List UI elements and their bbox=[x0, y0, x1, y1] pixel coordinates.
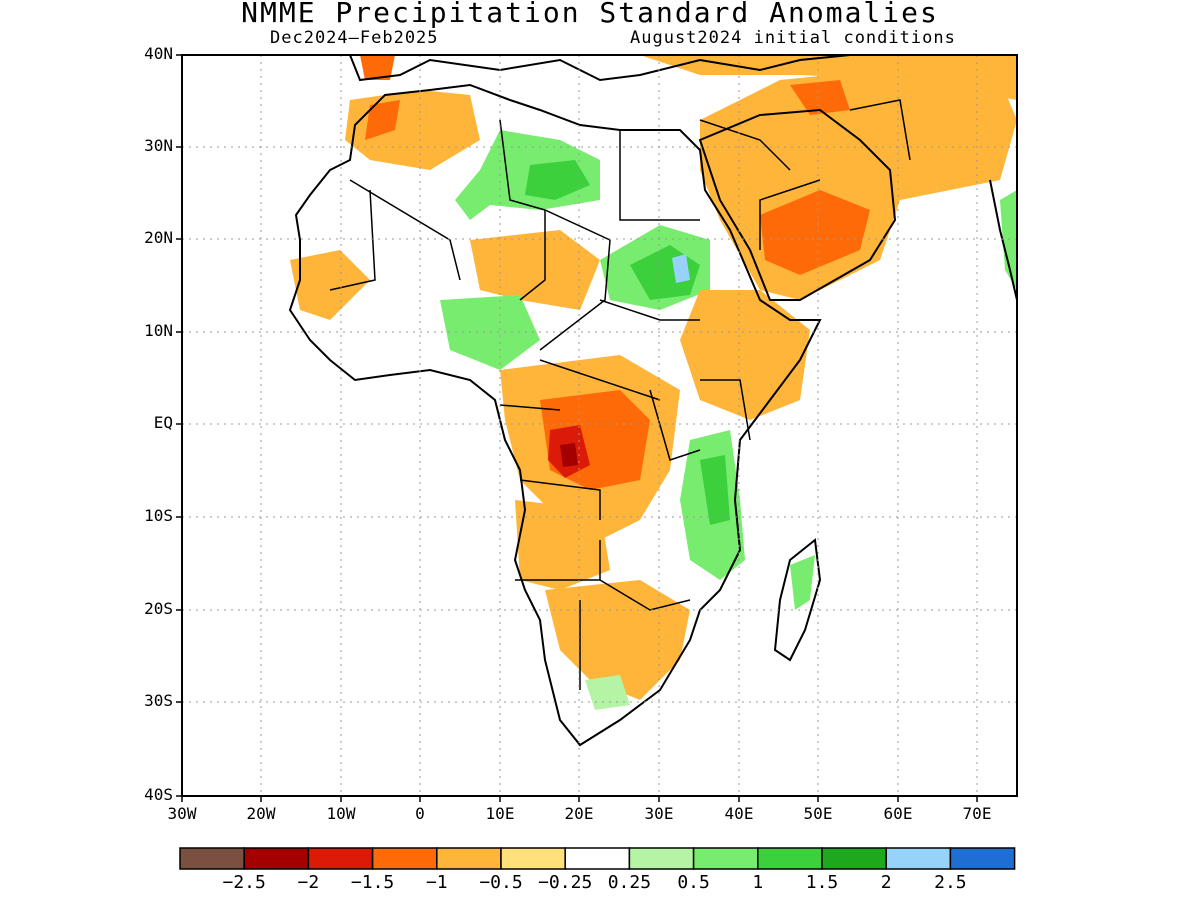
colorbar-label: 0.25 bbox=[607, 872, 652, 893]
colorbar-swatch bbox=[307, 847, 374, 870]
lon-label-40e: 40E bbox=[724, 804, 754, 823]
sudan-wet-peak bbox=[672, 254, 690, 283]
lat-label-30s: 30S bbox=[144, 691, 173, 710]
colorbar-swatch bbox=[949, 847, 1016, 870]
lat-label-eq: EQ bbox=[153, 413, 173, 432]
colorbar-label: −2 bbox=[297, 872, 320, 893]
colorbar-swatch bbox=[243, 847, 310, 870]
lon-label-0: 0 bbox=[415, 804, 425, 823]
lon-label-20e: 20E bbox=[564, 804, 594, 823]
coastlines bbox=[288, 55, 1017, 747]
lon-label-60e: 60E bbox=[883, 804, 913, 823]
lat-label-40s: 40S bbox=[144, 785, 173, 804]
iran-strong-dry bbox=[790, 80, 850, 115]
colorbar-label: −2.5 bbox=[222, 872, 266, 893]
lon-label-10w: 10W bbox=[326, 804, 356, 823]
colorbar-label: 1.5 bbox=[805, 872, 839, 893]
west-coast-dry bbox=[290, 250, 370, 320]
axis-ticks bbox=[176, 54, 978, 802]
colorbar-label: 0.5 bbox=[677, 872, 710, 893]
colorbar-label: 2.5 bbox=[934, 872, 967, 893]
colorbar-swatch bbox=[371, 847, 438, 870]
colorbar-swatch bbox=[628, 847, 695, 870]
south-wet bbox=[585, 675, 630, 710]
india-wet bbox=[1000, 190, 1017, 290]
colorbar-label: −1 bbox=[425, 872, 448, 893]
lat-label-30n: 30N bbox=[144, 136, 173, 155]
lat-label-20s: 20S bbox=[144, 599, 173, 618]
colorbar-label: −0.5 bbox=[479, 872, 523, 893]
lon-label-30w: 30W bbox=[167, 804, 197, 823]
europe-coastline bbox=[349, 55, 851, 82]
africa-coastline bbox=[288, 83, 822, 747]
arabia-strong-dry bbox=[760, 190, 870, 275]
season-label: Dec2024–Feb2025 bbox=[270, 28, 439, 48]
northwest-strong-dry bbox=[365, 100, 400, 140]
lon-label-20w: 20W bbox=[246, 804, 276, 823]
map-title: NMME Precipitation Standard Anomalies bbox=[241, 0, 939, 29]
colorbar-swatch bbox=[885, 847, 952, 870]
colorbar-label: 2 bbox=[880, 872, 892, 893]
colorbar-swatch bbox=[179, 847, 245, 870]
lon-label-70e: 70E bbox=[962, 804, 992, 823]
init-conditions-label: August2024 initial conditions bbox=[630, 28, 956, 48]
colorbar-label: −1.5 bbox=[350, 872, 395, 893]
ethiopia-dry bbox=[680, 290, 810, 420]
graticule bbox=[182, 55, 1017, 796]
spain-dry bbox=[360, 55, 395, 80]
india-coastline bbox=[989, 179, 1017, 301]
congo-dry-peak bbox=[560, 443, 578, 467]
angola-dry bbox=[515, 500, 610, 590]
arabia-coastline bbox=[698, 108, 897, 301]
lon-label-30e: 30E bbox=[644, 804, 674, 823]
colorbar-swatch bbox=[692, 847, 759, 870]
lat-label-40n: 40N bbox=[144, 44, 173, 63]
colorbar-swatch bbox=[821, 847, 887, 870]
sahel-dry bbox=[470, 230, 600, 310]
lat-label-20n: 20N bbox=[144, 228, 173, 247]
lat-label-10s: 10S bbox=[144, 506, 173, 525]
colorbar-swatch bbox=[757, 847, 823, 870]
madagascar-coastline bbox=[773, 538, 822, 662]
colorbar-label: 1 bbox=[752, 872, 764, 893]
libya-wet-core bbox=[525, 160, 590, 200]
map-frame bbox=[181, 54, 1018, 797]
madagascar-wet bbox=[790, 555, 815, 610]
colorbar-swatch bbox=[500, 847, 566, 870]
east-africa-wet-core bbox=[700, 455, 730, 525]
lat-label-10n: 10N bbox=[144, 321, 173, 340]
colorbar-swatch bbox=[564, 847, 631, 870]
lon-label-50e: 50E bbox=[803, 804, 833, 823]
country-borders bbox=[329, 99, 911, 690]
colorbar bbox=[179, 847, 1016, 870]
lon-label-10e: 10E bbox=[485, 804, 515, 823]
libya-wet bbox=[455, 130, 600, 220]
colorbar-label: −0.25 bbox=[538, 872, 593, 893]
colorbar-swatch bbox=[436, 847, 502, 870]
